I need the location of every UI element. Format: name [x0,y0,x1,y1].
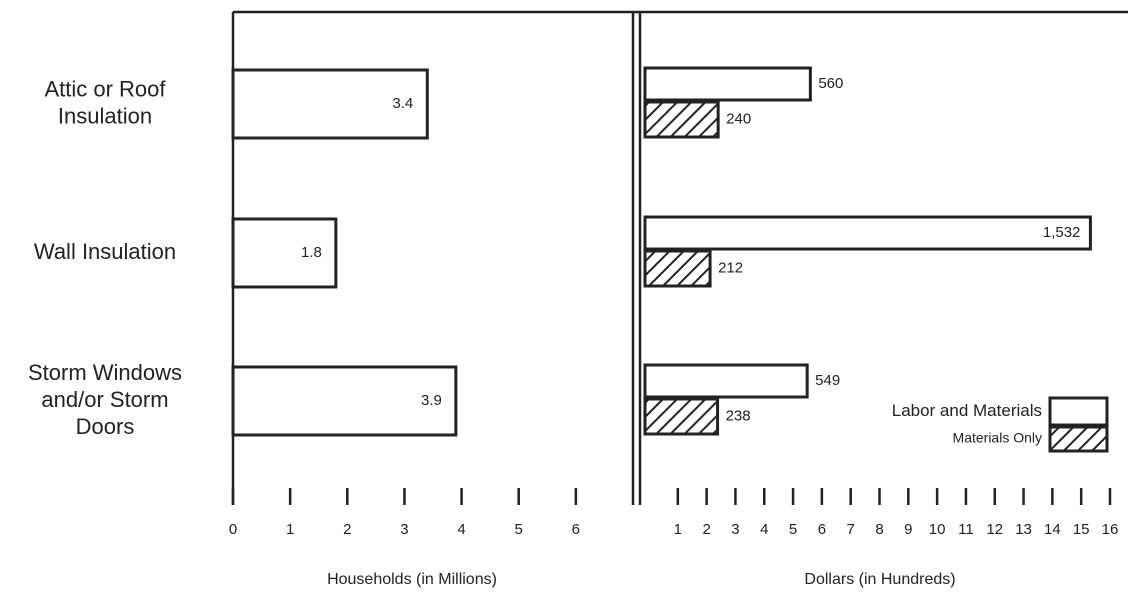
bar [643,397,720,436]
x-tick-label: 3 [400,521,408,538]
x-tick-label: 2 [702,521,710,538]
x-tick-label: 8 [875,521,883,538]
x-tick-label: 16 [1102,521,1119,538]
value-label: 1.8 [301,244,322,261]
x-tick-label: 15 [1073,521,1090,538]
x-axis-title: Dollars (in Hundreds) [804,571,955,588]
x-tick-label: 12 [986,521,1003,538]
category-label: Insulation [58,103,152,128]
value-label: 3.4 [392,95,413,112]
value-label: 238 [726,407,751,424]
legend-swatch [1048,425,1109,453]
category-label: Attic or Roof [44,76,166,101]
legend-swatch [1048,396,1109,427]
x-tick-label: 1 [286,521,294,538]
x-tick-label: 1 [674,521,682,538]
bar [643,363,809,399]
x-tick-label: 11 [958,521,974,538]
value-label: 549 [815,372,840,389]
category-label: Storm Windows [28,360,182,385]
x-tick-label: 5 [515,521,523,538]
legend-label: Materials Only [953,430,1042,446]
bar [231,68,429,140]
bar [643,66,812,102]
bar [643,100,720,139]
x-tick-label: 6 [572,521,580,538]
value-label: 212 [718,259,743,276]
x-tick-label: 14 [1044,521,1061,538]
x-tick-label: 0 [229,521,237,538]
x-tick-label: 4 [760,521,768,538]
value-label: 3.9 [421,392,442,409]
value-label: 560 [818,75,843,92]
bar [231,217,338,289]
x-tick-label: 4 [457,521,465,538]
legend-label: Labor and Materials [892,401,1042,420]
x-tick-label: 9 [904,521,912,538]
bar [643,215,1092,251]
x-tick-label: 6 [818,521,826,538]
category-label: Wall Insulation [34,239,176,264]
bar [643,249,712,288]
x-axis-title: Households (in Millions) [327,571,497,588]
x-tick-label: 3 [731,521,739,538]
x-tick-label: 2 [343,521,351,538]
value-label: 1,532 [1043,224,1081,241]
x-tick-label: 7 [847,521,855,538]
x-tick-label: 13 [1015,521,1032,538]
category-label: Doors [76,414,135,439]
x-tick-label: 10 [929,521,946,538]
bar [231,365,458,437]
value-label: 240 [726,110,751,127]
x-tick-label: 5 [789,521,797,538]
category-label: and/or Storm [41,387,168,412]
